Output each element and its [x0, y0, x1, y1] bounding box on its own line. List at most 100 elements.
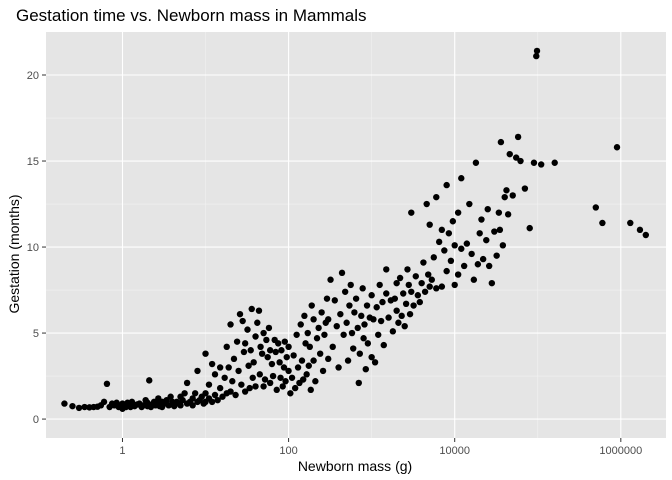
data-point: [400, 290, 407, 297]
data-point: [273, 386, 280, 394]
data-point: [435, 238, 443, 246]
data-point: [375, 331, 382, 338]
data-point: [376, 281, 383, 289]
data-point: [285, 343, 292, 351]
data-point: [636, 226, 644, 234]
data-point: [368, 292, 375, 299]
data-point: [412, 273, 419, 280]
data-point: [359, 285, 366, 292]
data-point: [351, 309, 358, 316]
data-point: [371, 359, 379, 366]
data-point: [627, 219, 634, 227]
data-point: [404, 266, 411, 273]
data-point: [433, 285, 440, 292]
data-point: [517, 157, 524, 165]
data-point: [406, 310, 414, 318]
data-point: [283, 353, 290, 361]
data-point: [103, 380, 111, 388]
data-point: [346, 302, 353, 309]
data-point: [100, 398, 108, 406]
data-point: [438, 283, 446, 290]
data-point: [293, 331, 300, 338]
y-axis: 0 5 10 15 20: [27, 70, 46, 426]
data-point: [281, 338, 288, 345]
data-point: [348, 329, 356, 337]
data-point: [232, 391, 239, 399]
data-point: [331, 297, 338, 304]
data-point: [479, 255, 487, 263]
data-point: [302, 340, 309, 347]
data-point: [380, 341, 387, 349]
data-point: [468, 250, 475, 258]
data-point: [451, 242, 458, 249]
data-point: [241, 340, 249, 347]
data-point: [247, 347, 254, 354]
data-point: [304, 329, 311, 337]
data-point: [362, 365, 369, 373]
data-point: [252, 333, 259, 340]
data-point: [257, 343, 264, 351]
data-point: [506, 150, 513, 158]
data-point: [343, 319, 350, 326]
data-point: [499, 242, 507, 249]
data-point: [405, 281, 412, 289]
data-point: [416, 298, 423, 306]
data-point: [285, 367, 292, 375]
y-axis-label: Gestation (months): [6, 194, 22, 313]
data-point: [208, 360, 216, 368]
data-point: [202, 390, 209, 397]
data-point: [414, 292, 422, 299]
data-point: [454, 209, 462, 216]
data-point: [144, 399, 151, 406]
data-point: [214, 396, 221, 404]
chart-title: Gestation time vs. Newborn mass in Mamma…: [16, 6, 367, 25]
data-point: [238, 381, 245, 388]
data-point: [514, 133, 522, 141]
data-point: [277, 374, 284, 381]
data-point: [398, 312, 405, 320]
plot-panel: [46, 32, 666, 438]
data-point: [642, 231, 650, 239]
data-point: [287, 390, 294, 397]
data-point: [352, 295, 360, 302]
data-point: [300, 376, 307, 383]
data-point: [264, 353, 271, 361]
data-point: [410, 302, 417, 309]
data-point: [194, 367, 201, 375]
data-point: [395, 319, 402, 326]
data-point: [504, 211, 512, 218]
data-point: [485, 262, 493, 270]
data-point: [183, 379, 191, 387]
data-point: [337, 310, 344, 318]
data-point: [260, 383, 267, 390]
y-tick-label: 15: [27, 156, 39, 168]
data-point: [360, 335, 367, 342]
data-point: [260, 329, 267, 337]
data-point: [276, 359, 283, 366]
x-axis-label: Newborn mass (g): [298, 458, 412, 474]
data-point: [430, 254, 437, 261]
data-point: [227, 388, 234, 395]
data-point: [363, 302, 371, 309]
data-point: [329, 343, 336, 351]
data-point: [383, 266, 390, 273]
data-point: [530, 159, 538, 166]
data-point: [246, 384, 253, 392]
data-point: [391, 295, 398, 302]
data-point: [211, 371, 219, 378]
data-point: [266, 379, 274, 387]
data-point: [233, 338, 241, 345]
data-point: [236, 310, 244, 318]
data-point: [493, 252, 500, 259]
grid-lines: [46, 32, 666, 438]
data-point: [503, 187, 510, 194]
data-point: [272, 348, 279, 356]
data-point: [474, 261, 482, 268]
data-point: [312, 378, 319, 385]
data-point: [470, 276, 478, 283]
data-point: [356, 350, 363, 357]
data-point: [240, 348, 248, 356]
data-point: [294, 364, 302, 371]
data-point: [551, 159, 558, 166]
data-point: [288, 374, 296, 381]
